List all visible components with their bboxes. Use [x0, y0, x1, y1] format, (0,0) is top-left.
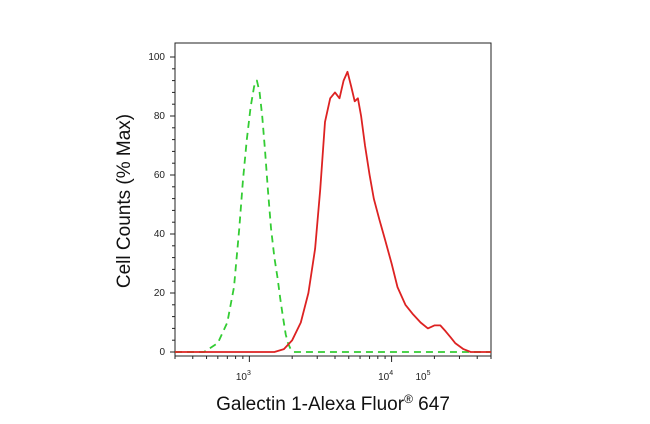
x-axis-title: Galectin 1-Alexa Fluor® 647 — [216, 392, 450, 415]
plot-series — [175, 70, 491, 353]
x-axis-title-registered-mark: ® — [404, 392, 413, 406]
y-tick-label: 100 — [148, 52, 165, 63]
control-series-line — [175, 79, 491, 353]
y-tick-label: 20 — [154, 288, 166, 299]
plot-axes — [174, 42, 492, 357]
x-tick-label: 103 — [236, 370, 251, 383]
y-tick-label: 40 — [154, 229, 166, 240]
y-axis-title: Cell Counts (% Max) — [114, 114, 135, 288]
x-tick-label: 105 — [415, 370, 430, 383]
plot-frame — [174, 42, 492, 357]
x-axis-ticks: 103 104 105 — [174, 356, 492, 383]
sample-series-line — [175, 70, 491, 353]
x-axis-title-text: Galectin 1-Alexa Fluor — [216, 394, 405, 415]
y-tick-label: 80 — [154, 111, 166, 122]
x-tick-label: 104 — [378, 370, 393, 383]
x-axis-title-suffix: 647 — [413, 394, 450, 415]
y-tick-label: 60 — [154, 170, 166, 181]
y-tick-label: 0 — [159, 347, 165, 358]
y-axis-ticks: 0 20 40 60 80 100 — [148, 52, 175, 358]
